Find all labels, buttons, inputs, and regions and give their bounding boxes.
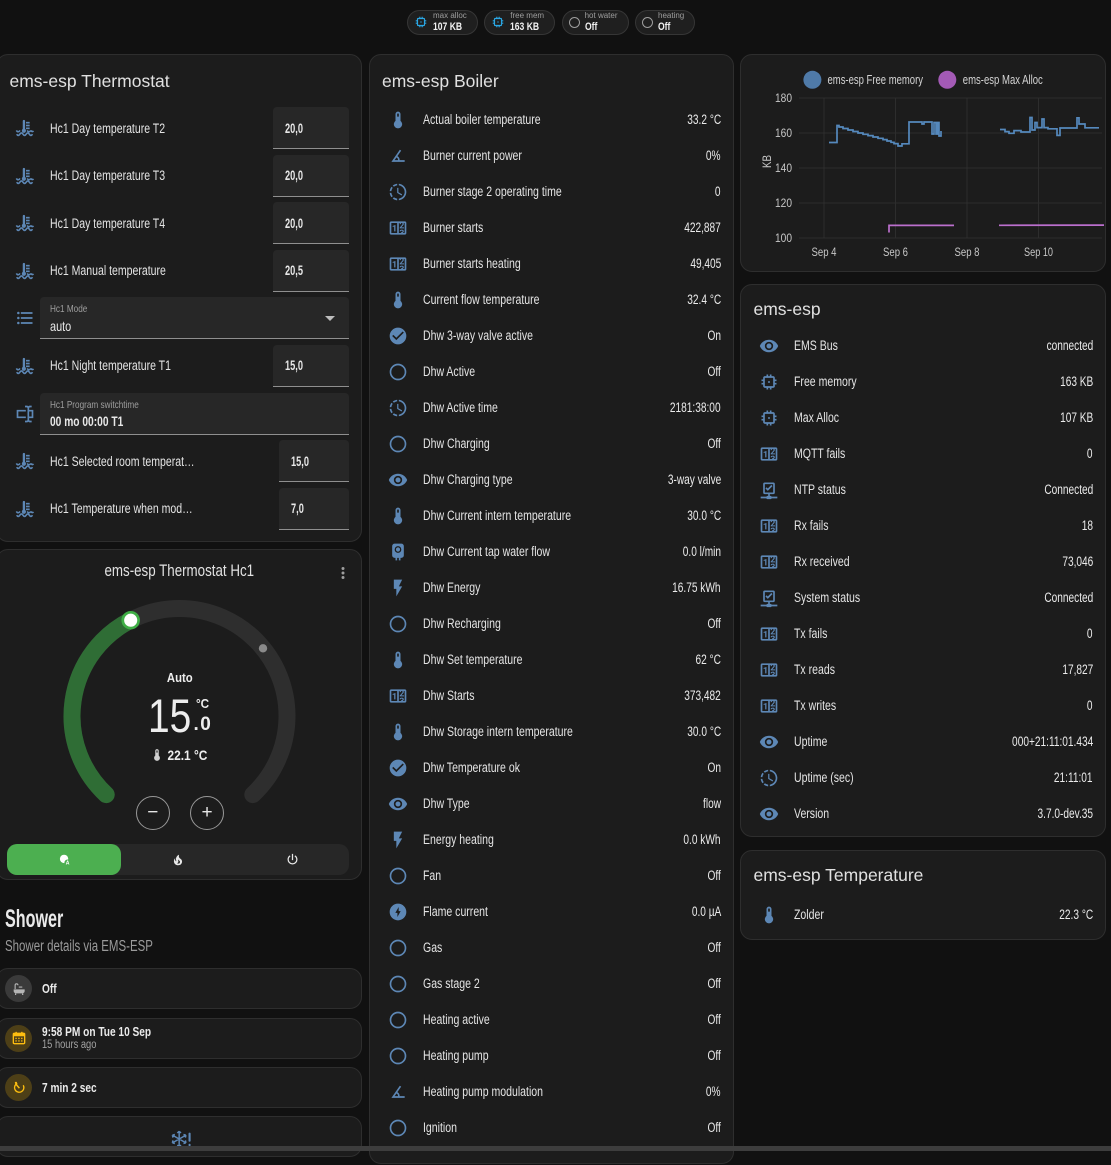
svg-text:120: 120 (775, 198, 792, 210)
svg-text:140: 140 (775, 163, 792, 175)
svg-text:Sep 10: Sep 10 (1024, 247, 1053, 259)
svg-text:Sep 8: Sep 8 (955, 247, 980, 259)
svg-text:A: A (65, 861, 69, 867)
svg-text:Sep 4: Sep 4 (812, 247, 837, 259)
svg-text:160: 160 (775, 128, 792, 140)
svg-text:KB: KB (762, 155, 774, 168)
svg-text:ems-esp Free memory: ems-esp Free memory (828, 73, 924, 87)
svg-text:100: 100 (775, 233, 792, 245)
svg-text:ems-esp Max Alloc: ems-esp Max Alloc (963, 73, 1043, 87)
svg-text:180: 180 (775, 93, 792, 105)
svg-text:Sep 6: Sep 6 (883, 247, 908, 259)
